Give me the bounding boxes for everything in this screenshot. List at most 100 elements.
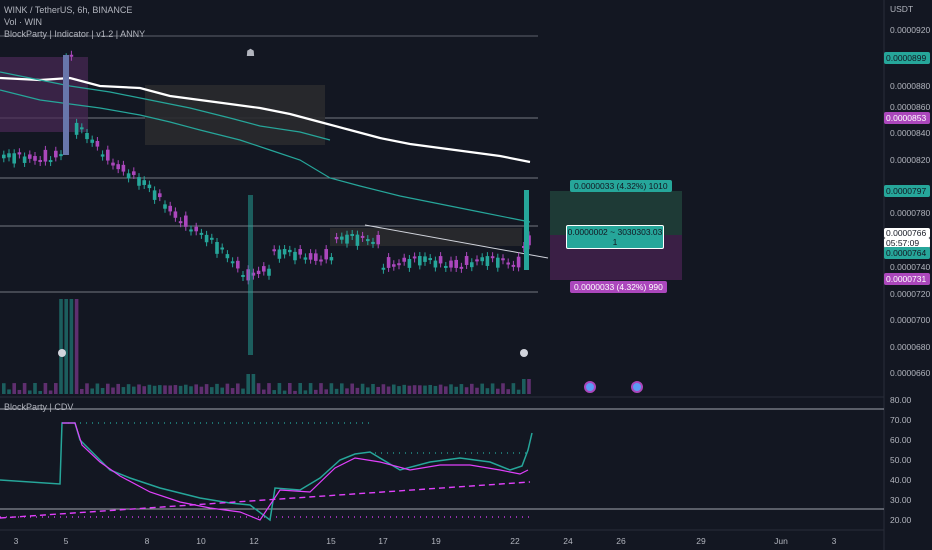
time-tick: 12 <box>249 536 259 546</box>
candle-body <box>329 257 334 261</box>
cdv-trendline <box>0 481 531 519</box>
volume-bar <box>132 386 136 394</box>
volume-bar <box>319 383 323 394</box>
volume-bar <box>43 383 48 394</box>
candle-body <box>277 249 282 259</box>
volume-bar <box>262 389 266 394</box>
volume-bar <box>412 385 417 394</box>
bull-marker-icon <box>58 349 66 357</box>
volume-bar <box>225 383 230 394</box>
volume-bar <box>194 384 198 394</box>
volume-bar <box>80 388 84 394</box>
position-target-badge[interactable]: 0.0000033 (4.32%) 1010 <box>570 180 672 192</box>
volume-bar <box>236 383 240 394</box>
position-center-badge[interactable]: 0.0000002 ~ 3030303.03 1 <box>566 225 664 249</box>
volume-bar <box>506 389 510 394</box>
volume-bar <box>28 390 32 394</box>
time-tick: 15 <box>326 536 336 546</box>
volume-bar <box>329 383 334 394</box>
volume-bar <box>282 390 287 394</box>
time-tick: 29 <box>696 536 706 546</box>
candle-body <box>225 254 230 259</box>
volume-bar <box>418 385 422 394</box>
candle-body <box>501 258 505 261</box>
candle-body <box>511 264 516 267</box>
volume-bar <box>246 374 250 394</box>
volume-bar <box>189 386 193 394</box>
volume-bar <box>516 389 521 394</box>
price-tick: 0.0000820 <box>890 155 930 165</box>
candle-body <box>506 262 510 265</box>
candle-body <box>288 249 292 253</box>
volume-bar <box>17 389 22 394</box>
time-tick: 8 <box>145 536 150 546</box>
time-tick: Jun <box>774 536 788 546</box>
price-tick: 0.0000920 <box>890 25 930 35</box>
candle-body <box>381 267 386 270</box>
volume-bar <box>22 383 27 394</box>
candle-body <box>69 54 74 57</box>
volume-bar <box>74 299 79 394</box>
volume-bar <box>142 386 146 394</box>
candle-body <box>74 122 79 135</box>
candle-body <box>142 180 146 185</box>
candle-body <box>85 132 89 140</box>
candle-body <box>256 270 261 275</box>
candle-body <box>298 249 302 255</box>
candle-body <box>220 247 224 250</box>
cdv-legend[interactable]: BlockParty | CDV <box>4 402 74 412</box>
candle-body <box>199 232 204 235</box>
volume-bar <box>527 379 531 394</box>
candle-body <box>163 204 167 209</box>
position-stop-badge[interactable]: 0.0000033 (4.32%) 990 <box>570 281 667 293</box>
price-label-target-high: 0.0000899 <box>884 52 930 64</box>
volume-bar <box>407 385 412 394</box>
volume-bar <box>470 383 474 394</box>
symbol-legend[interactable]: WINK / TetherUS, 6h, BINANCE <box>4 5 133 15</box>
candle-body <box>444 265 448 268</box>
cdv-tick: 70.00 <box>890 415 912 425</box>
candle-body <box>158 193 162 198</box>
volume-bar <box>204 384 209 394</box>
cdv-line-magenta <box>62 422 529 521</box>
volume-bar <box>199 386 204 394</box>
position-center-line1: 0.0000002 ~ 3030303.03 <box>567 227 663 237</box>
candle-body <box>80 127 84 130</box>
candle-body <box>95 141 100 147</box>
cdv-tick: 50.00 <box>890 455 912 465</box>
volume-bar <box>220 387 224 394</box>
volume-bar <box>522 379 526 394</box>
candle-body <box>90 139 94 143</box>
event-icon[interactable] <box>584 381 596 393</box>
volume-bar <box>334 388 339 394</box>
volume-bar <box>381 384 386 394</box>
volume-bar <box>340 383 344 394</box>
candle-body <box>168 205 172 212</box>
candle-body <box>345 234 349 244</box>
volume-bar <box>85 383 89 394</box>
volume-bar <box>371 383 375 394</box>
candle-body <box>397 263 401 266</box>
indicator-legend[interactable]: BlockParty | Indicator | v1.2 | ANNY <box>4 29 146 39</box>
volume-bar <box>485 388 490 394</box>
candle-body <box>194 226 198 232</box>
volume-bar <box>392 384 396 394</box>
volume-bar <box>303 390 308 394</box>
candle-body <box>63 55 69 155</box>
candle-body <box>516 256 521 268</box>
volume-legend[interactable]: Vol · WIN <box>4 17 43 27</box>
candle-body <box>293 251 297 261</box>
candle-body <box>308 253 313 260</box>
currency-label[interactable]: USDT <box>890 4 914 14</box>
time-tick: 17 <box>378 536 388 546</box>
volume-bar <box>178 385 183 394</box>
volume-bar <box>293 390 297 394</box>
candle-body <box>355 234 360 246</box>
candle-body <box>480 257 484 262</box>
volume-bar <box>137 384 141 394</box>
candle-body <box>248 195 253 355</box>
event-icon-2[interactable] <box>631 381 643 393</box>
price-tick: 0.0000780 <box>890 208 930 218</box>
volume-bar <box>428 384 432 394</box>
